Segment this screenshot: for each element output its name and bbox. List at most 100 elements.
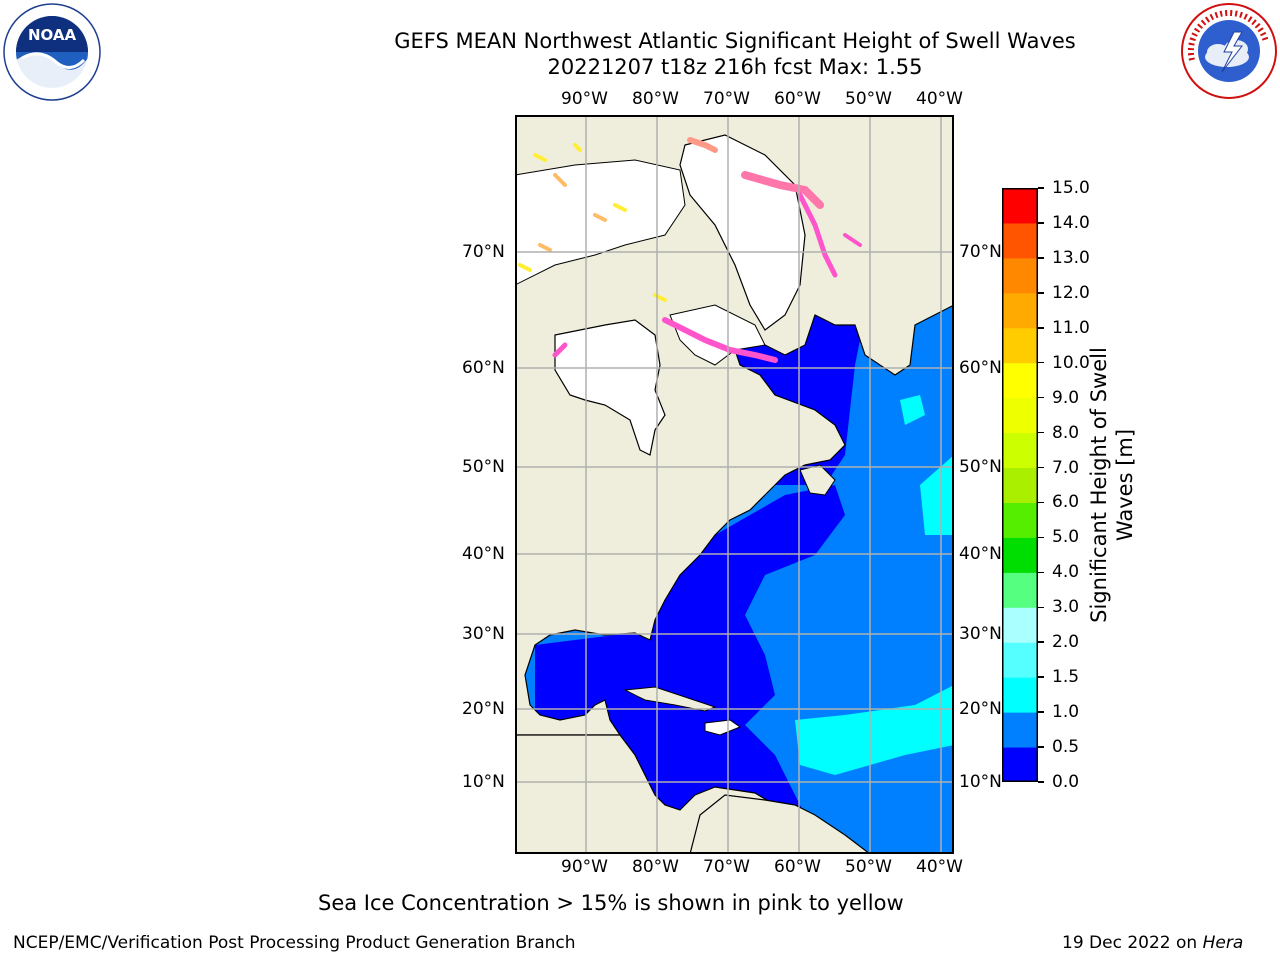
sea-ice-caption: Sea Ice Concentration > 15% is shown in … xyxy=(318,891,904,915)
south-america-land xyxy=(689,794,872,855)
swell-band-cyan-east xyxy=(920,455,954,535)
colorbar xyxy=(1002,188,1038,783)
colorbar-bin-9.0-10.0 xyxy=(1002,362,1038,399)
lat-label-left-50n: 50°N xyxy=(462,457,505,477)
colorbar-tick-label: 2.0 xyxy=(1052,632,1080,653)
colorbar-tick-label: 13.0 xyxy=(1052,247,1090,268)
colorbar-tick-mark xyxy=(1038,327,1044,329)
colorbar-tick-label: 3.0 xyxy=(1052,597,1080,618)
colorbar-tick-mark xyxy=(1038,466,1044,469)
lon-label-bottom-60w: 60°W xyxy=(774,857,821,877)
colorbar-bin-12.0-13.0 xyxy=(1002,257,1038,294)
colorbar-tick-label: 12.0 xyxy=(1052,282,1090,303)
colorbar-tick-mark xyxy=(1038,711,1044,713)
colorbar-tick-mark xyxy=(1038,536,1044,539)
colorbar-tick-label: 1.0 xyxy=(1052,702,1080,723)
colorbar-bin-13.0-14.0 xyxy=(1002,222,1038,259)
lon-label-bottom-70w: 70°W xyxy=(703,857,750,877)
colorbar-tick-mark xyxy=(1038,746,1044,748)
colorbar-tick-label: 6.0 xyxy=(1052,492,1080,513)
lat-label-right-30n: 30°N xyxy=(959,624,1002,644)
hudson-bay-ice xyxy=(554,319,666,456)
lat-label-left-20n: 20°N xyxy=(462,699,505,719)
colorbar-tick-label: 0.5 xyxy=(1052,737,1080,758)
colorbar-bin-0.5-1.0 xyxy=(1002,712,1038,748)
colorbar-bin-11.0-12.0 xyxy=(1002,292,1038,329)
colorbar-label: Significant Height of Swell Waves [m] xyxy=(1086,315,1146,655)
hispaniola-island xyxy=(704,719,742,736)
colorbar-tick-label: 14.0 xyxy=(1052,212,1090,233)
colorbar-tick-mark xyxy=(1038,396,1044,399)
noaa-logo-text: NOAA xyxy=(28,26,77,44)
colorbar-tick-mark xyxy=(1038,606,1044,609)
footer-right: 19 Dec 2022 on Hera xyxy=(1062,933,1243,953)
lon-label-bottom-80w: 80°W xyxy=(632,857,679,877)
colorbar-bin-7.0-8.0 xyxy=(1002,432,1038,469)
colorbar-tick-label: 4.0 xyxy=(1052,562,1080,583)
lat-label-left-60n: 60°N xyxy=(462,358,505,378)
colorbar-tick-mark xyxy=(1038,641,1044,643)
lon-label-bottom-90w: 90°W xyxy=(561,857,608,877)
sea-ice-margin xyxy=(518,137,862,363)
lat-label-left-30n: 30°N xyxy=(462,624,505,644)
colorbar-tick-label: 0.0 xyxy=(1052,772,1080,792)
lon-label-bottom-40w: 40°W xyxy=(916,857,963,877)
swell-band-low-mid xyxy=(650,485,845,735)
gridlines xyxy=(515,115,954,854)
footer-machine: Hera xyxy=(1202,933,1244,953)
colorbar-bin-14.0-15.0 xyxy=(1002,188,1038,224)
colorbar-bins xyxy=(1002,188,1038,783)
colorbar-tick-label: 8.0 xyxy=(1052,422,1080,443)
colorbar-bin-2.0-3.0 xyxy=(1002,607,1038,643)
colorbar-tick-label: 5.0 xyxy=(1052,527,1080,548)
colorbar-tick-mark xyxy=(1038,361,1044,364)
colorbar-tick-mark xyxy=(1038,501,1044,504)
lon-label-top-60w: 60°W xyxy=(774,89,821,109)
colorbar-tick-mark xyxy=(1038,257,1044,259)
noaa-logo: NOAA xyxy=(2,2,102,102)
colorbar-tick-label: 11.0 xyxy=(1052,317,1090,338)
lat-label-right-40n: 40°N xyxy=(959,544,1002,564)
colorbar-tick-label: 15.0 xyxy=(1052,178,1090,198)
lat-label-right-50n: 50°N xyxy=(959,457,1002,477)
colorbar-label-line-2: Waves [m] xyxy=(1113,428,1137,542)
map-svg xyxy=(514,114,955,855)
colorbar-tick-label: 10.0 xyxy=(1052,352,1090,373)
lon-label-top-80w: 80°W xyxy=(632,89,679,109)
colorbar-tick-label: 7.0 xyxy=(1052,457,1080,478)
colorbar-bin-0.0-0.5 xyxy=(1002,747,1038,783)
lat-label-left-70n: 70°N xyxy=(462,242,505,262)
colorbar-bin-5.0-6.0 xyxy=(1002,502,1038,538)
map-panel xyxy=(514,114,955,855)
colorbar-bin-6.0-7.0 xyxy=(1002,467,1038,503)
lon-label-bottom-50w: 50°W xyxy=(845,857,892,877)
title-line-2: 20221207 t18z 216h fcst Max: 1.55 xyxy=(547,55,923,79)
arctic-archipelago-ice xyxy=(514,159,686,286)
lon-label-top-40w: 40°W xyxy=(916,89,963,109)
colorbar-bin-3.0-4.0 xyxy=(1002,572,1038,608)
colorbar-tick-mark xyxy=(1038,571,1044,574)
colorbar-bin-1.0-1.5 xyxy=(1002,677,1038,713)
footer-left: NCEP/EMC/Verification Post Processing Pr… xyxy=(13,933,576,953)
lat-label-left-40n: 40°N xyxy=(462,544,505,564)
lat-label-right-20n: 20°N xyxy=(959,699,1002,719)
colorbar-tick-label: 1.5 xyxy=(1052,667,1080,688)
swell-band-cyan-patch xyxy=(900,395,925,425)
colorbar-label-line-1: Significant Height of Swell xyxy=(1087,347,1111,623)
swell-band-cyan-tropics xyxy=(795,685,954,775)
lon-label-top-90w: 90°W xyxy=(561,89,608,109)
colorbar-tick-mark xyxy=(1038,292,1044,294)
map-frame xyxy=(515,115,954,854)
colorbar-bin-1.5-2.0 xyxy=(1002,642,1038,678)
newfoundland-island xyxy=(799,464,836,496)
colorbar-bin-10.0-11.0 xyxy=(1002,327,1038,364)
colorbar-bin-8.0-9.0 xyxy=(1002,397,1038,434)
colorbar-tick-mark xyxy=(1038,222,1044,224)
colorbar-frame xyxy=(1002,188,1038,782)
lat-label-right-60n: 60°N xyxy=(959,358,1002,378)
footer-date: 19 Dec 2022 on xyxy=(1062,933,1203,953)
nws-logo xyxy=(1180,2,1278,100)
lat-label-right-10n: 10°N xyxy=(959,772,1002,792)
colorbar-tick-mark xyxy=(1038,781,1044,783)
lon-label-top-70w: 70°W xyxy=(703,89,750,109)
